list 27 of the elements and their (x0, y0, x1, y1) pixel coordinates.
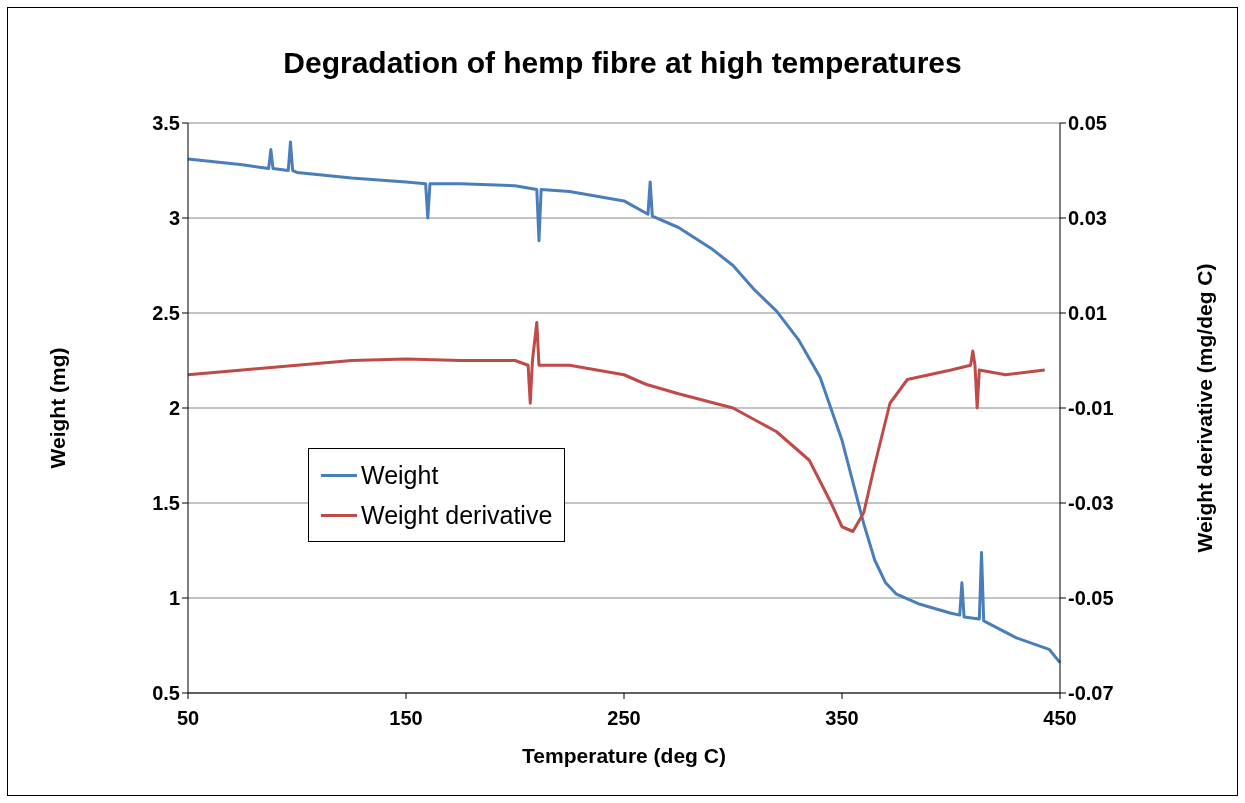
y-tick-label: 3.5 (152, 112, 180, 135)
y-axis-title: Weight (mg) (46, 347, 70, 469)
y2-tick-label: -0.01 (1068, 397, 1114, 420)
y-tick-label: 2 (168, 397, 180, 420)
line-series (186, 140, 1062, 665)
y-tick-label: 1 (168, 587, 180, 610)
legend-label: Weight (361, 460, 439, 490)
y2-tick-label: -0.03 (1068, 492, 1114, 515)
legend-label: Weight derivative (361, 500, 553, 530)
y2-tick-label: -0.07 (1068, 682, 1114, 705)
x-tick-label: 150 (389, 707, 423, 730)
y2-tick-label: 0.03 (1068, 207, 1107, 230)
y-tick-label: 1.5 (152, 492, 180, 515)
line-series (186, 321, 1047, 533)
y-tick-label: 2.5 (152, 302, 180, 325)
y2-tick-label: 0.01 (1068, 302, 1107, 325)
x-tick-label: 350 (825, 707, 859, 730)
x-tick-label: 250 (607, 707, 641, 730)
x-axis-title: Temperature (deg C) (522, 744, 726, 767)
x-tick-label: 50 (176, 707, 200, 730)
y2-tick-label: -0.05 (1068, 587, 1114, 610)
y2-tick-label: 0.05 (1068, 112, 1107, 135)
y-tick-label: 3 (168, 207, 180, 230)
chart-title: Degradation of hemp fibre at high temperatures (282, 46, 963, 80)
x-tick-label: 450 (1043, 707, 1077, 730)
y2-axis-title: Weight derivative (mg/deg C) (1193, 263, 1217, 553)
y-tick-label: 0.5 (152, 682, 180, 705)
